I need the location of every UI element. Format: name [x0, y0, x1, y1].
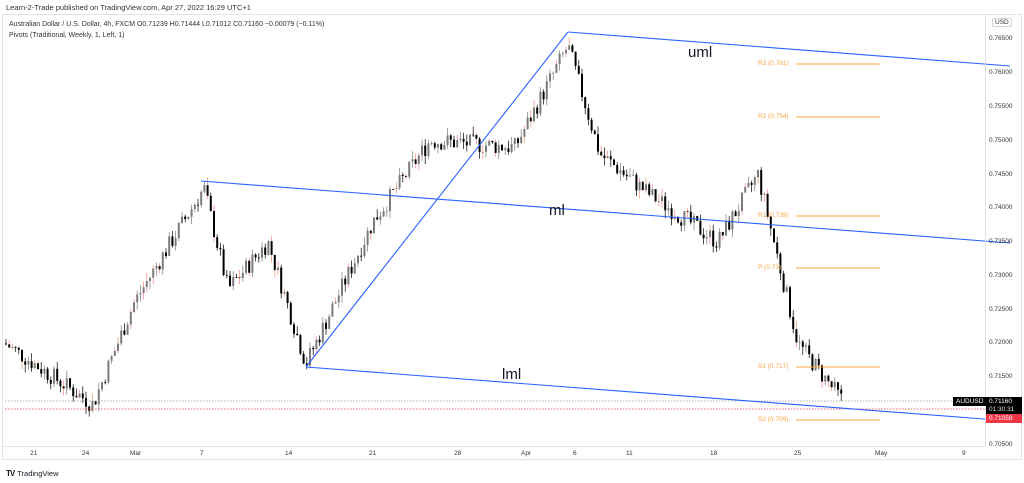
time-tick: 28	[454, 450, 462, 457]
median-line[interactable]	[200, 180, 1011, 244]
uml-label: uml	[688, 44, 712, 61]
pivot-label: R3 (0.761)	[758, 60, 789, 67]
time-tick: Mar	[130, 450, 142, 457]
pivot-label: R2 (0.754)	[758, 113, 789, 120]
pivot-label: S1 (0.717)	[758, 363, 789, 370]
time-tick: May	[875, 450, 888, 457]
time-tick: Apr	[521, 450, 532, 457]
symbol-ohlc-line: Australian Dollar / U.S. Dollar, 4h, FXC…	[9, 21, 325, 28]
currency-badge[interactable]: USD	[992, 18, 1012, 27]
indicator-line: Pivots (Traditional, Weekly, 1, Left, 1)	[9, 32, 125, 39]
lml-label: lml	[502, 366, 521, 383]
tradingview-brand[interactable]: TV TradingView	[6, 469, 59, 478]
time-tick: 6	[573, 450, 577, 457]
price-tick: 0.75000	[989, 137, 1013, 144]
price-tick: 0.70500	[989, 441, 1013, 448]
brand-name: TradingView	[17, 469, 59, 478]
low-marker-tag: 0.71059	[986, 414, 1022, 423]
tradingview-logo-icon: TV	[6, 469, 15, 478]
time-tick: 21	[30, 450, 38, 457]
countdown-tag: 01:30:31	[986, 405, 1022, 414]
publisher-line: Learn-2-Trade published on TradingView.c…	[6, 3, 251, 12]
price-tick: 0.74000	[989, 204, 1013, 211]
pivot-label: R1 (0.739)	[758, 212, 789, 219]
price-tick: 0.73000	[989, 272, 1013, 279]
price-tick: 0.72500	[989, 306, 1013, 313]
price-tick: 0.73500	[989, 238, 1013, 245]
pivot-label: S2 (0.709)	[758, 416, 789, 423]
candlestick-series	[5, 37, 843, 417]
time-tick: 7	[200, 450, 204, 457]
upper-median-line[interactable]	[567, 31, 1011, 67]
price-tick: 0.74500	[989, 171, 1013, 178]
chart-frame[interactable]	[2, 14, 1022, 460]
time-tick: 24	[82, 450, 90, 457]
time-axis[interactable]	[2, 446, 985, 460]
pivot-label: P (0.73)	[758, 264, 782, 271]
time-tick: 14	[285, 450, 293, 457]
ml-label: ml	[549, 202, 565, 219]
time-tick: 11	[626, 450, 633, 457]
price-tick: 0.76500	[989, 35, 1013, 42]
price-axis[interactable]	[985, 14, 1022, 446]
time-tick: 21	[369, 450, 377, 457]
time-tick: 9	[962, 450, 966, 457]
symbol-tag: AUDUSD	[953, 397, 987, 406]
price-tick: 0.72000	[989, 339, 1013, 346]
price-tick: 0.71500	[989, 373, 1013, 380]
chart-legend: Australian Dollar / U.S. Dollar, 4h, FXC…	[9, 19, 324, 41]
lower-median-line[interactable]	[305, 366, 1011, 422]
price-tick: 0.75500	[989, 103, 1013, 110]
pivot-levels	[796, 63, 880, 421]
time-tick: 18	[710, 450, 718, 457]
last-price-tag: 0.71160	[986, 397, 1022, 406]
price-tick: 0.76000	[989, 69, 1013, 76]
time-tick: 25	[794, 450, 802, 457]
